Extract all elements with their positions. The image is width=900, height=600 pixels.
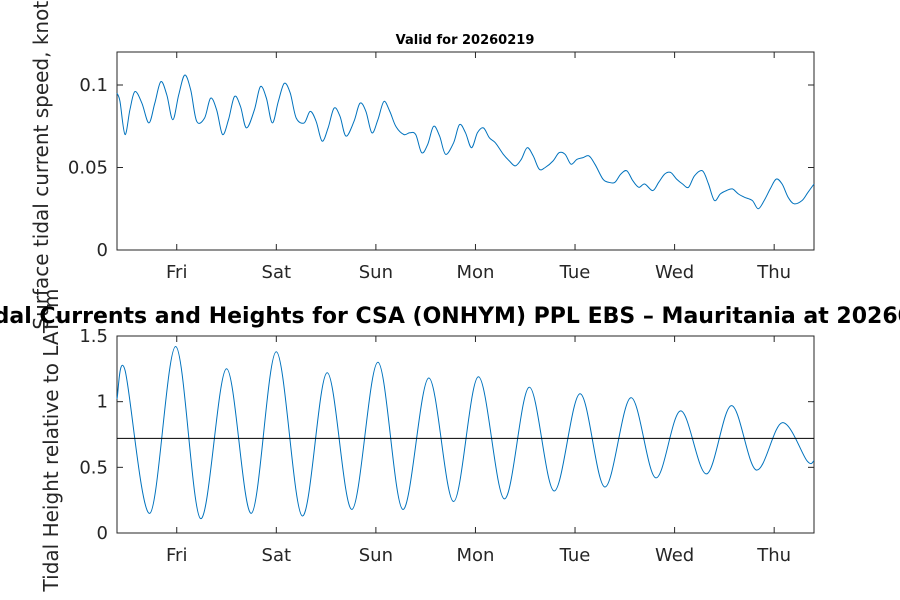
height-y-tick-label: 0.5 — [79, 457, 108, 478]
current-y-axis-label: Surface tidal current speed, knots — [29, 0, 53, 330]
height-x-tick-label: Fri — [166, 545, 187, 566]
height-x-tick-label: Thu — [756, 545, 791, 566]
current-x-tick-label: Fri — [166, 262, 187, 283]
current-y-axis-ticks: 0 0.05 0.1 — [68, 75, 814, 261]
height-x-tick-label: Sat — [262, 545, 292, 566]
current-chart-title: Valid for 20260219 — [396, 33, 535, 48]
current-speed-chart: Valid for 20260219 0 0.05 0.1 Fri Sat Sun Mon… — [29, 0, 815, 330]
current-x-tick-label: Mon — [456, 262, 494, 283]
current-x-tick-label: Wed — [655, 262, 694, 283]
height-chart-title: Tidal Currents and Heights for CSA (ONHY… — [0, 304, 900, 329]
current-axes-box — [116, 51, 815, 251]
height-y-tick-label: 0 — [97, 523, 108, 544]
current-y-tick-label: 0 — [97, 240, 108, 261]
height-y-axis-ticks: 0 0.5 1 1.5 — [79, 326, 814, 544]
surface-tidal-current-speed-line — [116, 74, 815, 210]
current-x-tick-label: Thu — [756, 262, 791, 283]
height-y-axis-label: Tidal Height relative to LAT, m — [39, 289, 63, 593]
tidal-height-line — [116, 345, 815, 520]
height-y-tick-label: 1 — [97, 392, 108, 413]
height-x-tick-label: Wed — [655, 545, 694, 566]
current-x-tick-label: Sat — [262, 262, 292, 283]
height-x-tick-label: Mon — [456, 545, 494, 566]
current-x-tick-label: Tue — [559, 262, 591, 283]
current-x-tick-label: Sun — [359, 262, 393, 283]
current-y-tick-label: 0.05 — [68, 158, 108, 179]
tidal-height-chart: 0 0.5 1 1.5 Fri Sat Sun Mon Tue Wed Thu Tidal Hei… — [0, 289, 900, 593]
height-y-tick-label: 1.5 — [79, 326, 108, 347]
current-series — [116, 74, 815, 210]
current-x-axis-ticks: Fri Sat Sun Mon Tue Wed Thu — [166, 52, 791, 283]
height-axes-box — [116, 335, 815, 534]
height-x-axis-ticks: Fri Sat Sun Mon Tue Wed Thu — [166, 336, 791, 566]
current-y-tick-label: 0.1 — [79, 75, 108, 96]
height-x-tick-label: Sun — [359, 545, 393, 566]
height-series — [116, 345, 815, 520]
height-x-tick-label: Tue — [559, 545, 591, 566]
